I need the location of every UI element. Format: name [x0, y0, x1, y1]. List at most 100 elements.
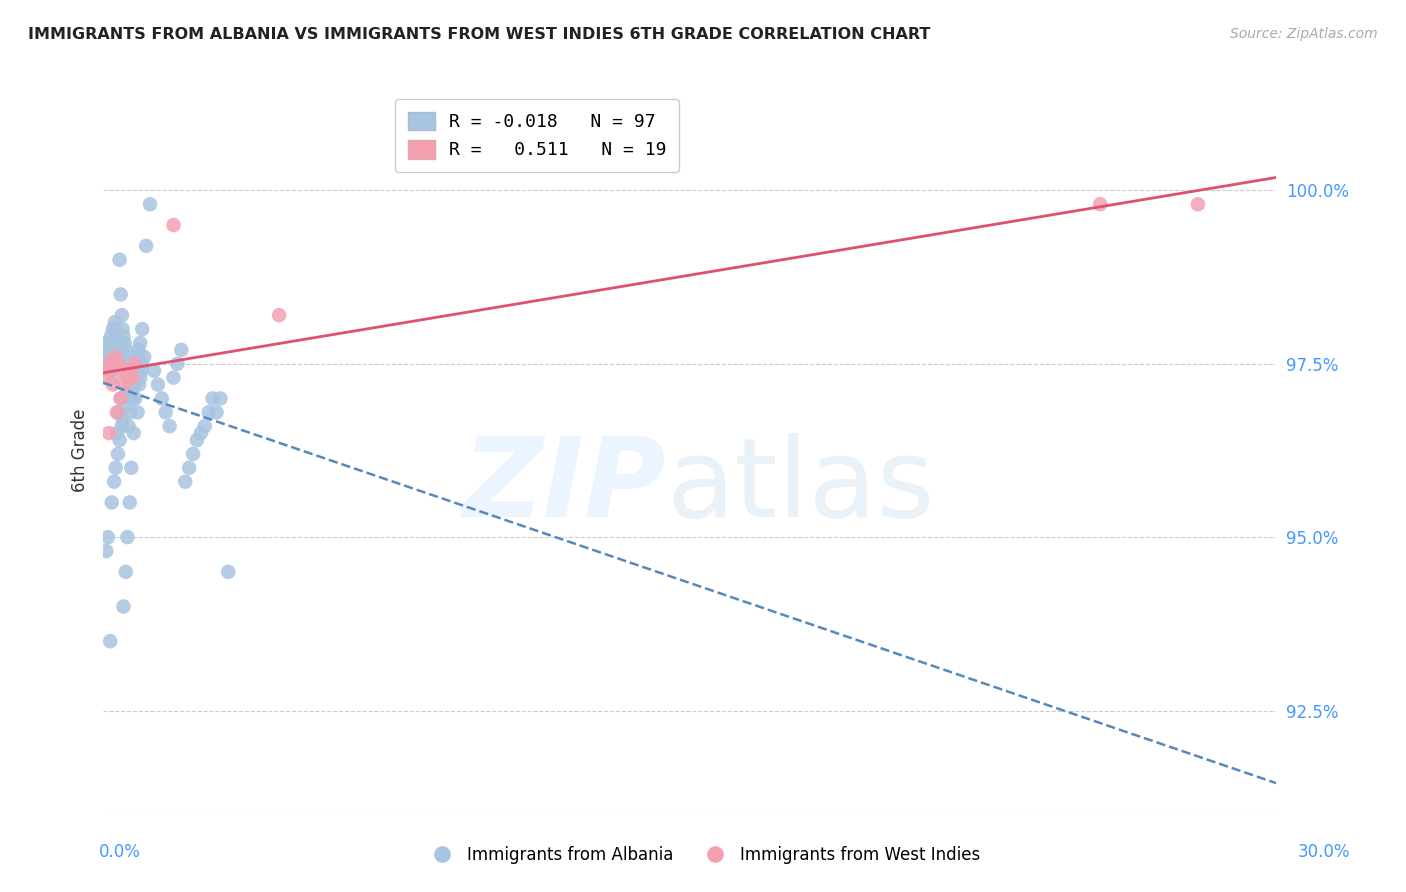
Point [128, 377, 150, 392]
Point [96, 357, 118, 371]
Point [103, 475, 125, 489]
Point [181, 447, 204, 461]
Point [111, 322, 134, 336]
Point [118, 370, 141, 384]
Point [159, 419, 181, 434]
Point [97, 343, 120, 357]
Point [98, 634, 121, 648]
Point [146, 377, 169, 392]
Point [139, 197, 162, 211]
Point [112, 329, 135, 343]
Point [103, 350, 125, 364]
Point [100, 495, 122, 509]
Point [117, 419, 139, 434]
Point [124, 377, 146, 392]
Point [217, 565, 239, 579]
Point [114, 398, 136, 412]
Point [104, 322, 127, 336]
Point [194, 419, 217, 434]
Point [101, 370, 124, 384]
Point [108, 252, 131, 267]
Point [143, 364, 166, 378]
Point [117, 530, 139, 544]
Point [104, 460, 127, 475]
Point [166, 357, 188, 371]
Point [112, 599, 135, 614]
Point [107, 350, 129, 364]
Point [127, 350, 149, 364]
Point [124, 392, 146, 406]
Point [205, 405, 228, 419]
Point [121, 392, 143, 406]
Point [110, 392, 132, 406]
Point [96, 544, 118, 558]
Point [174, 475, 197, 489]
Point [117, 364, 139, 378]
Point [100, 357, 122, 371]
Point [107, 447, 129, 461]
Point [94, 370, 117, 384]
Point [107, 335, 129, 350]
Point [100, 329, 122, 343]
Point [120, 460, 142, 475]
Point [101, 322, 124, 336]
Point [104, 329, 127, 343]
Text: 0.0%: 0.0% [98, 843, 141, 861]
Point [129, 335, 152, 350]
Text: ZIP: ZIP [463, 434, 666, 541]
Point [125, 357, 148, 371]
Point [98, 364, 121, 378]
Point [107, 405, 129, 419]
Point [127, 350, 149, 364]
Point [111, 419, 134, 434]
Point [122, 377, 145, 392]
Text: atlas: atlas [666, 434, 935, 541]
Point [1088, 197, 1111, 211]
Point [96, 357, 118, 371]
Point [122, 426, 145, 441]
Point [120, 384, 142, 399]
Point [201, 392, 224, 406]
Point [186, 433, 208, 447]
Point [135, 239, 157, 253]
Point [101, 377, 124, 392]
Point [114, 335, 136, 350]
Point [120, 377, 142, 392]
Legend: Immigrants from Albania, Immigrants from West Indies: Immigrants from Albania, Immigrants from… [419, 839, 987, 871]
Point [190, 426, 212, 441]
Point [118, 495, 141, 509]
Point [111, 364, 134, 378]
Text: 30.0%: 30.0% [1298, 843, 1350, 861]
Point [131, 357, 153, 371]
Point [267, 308, 290, 322]
Point [114, 377, 136, 392]
Point [115, 350, 138, 364]
Point [162, 370, 184, 384]
Point [179, 460, 201, 475]
Point [114, 343, 136, 357]
Point [110, 392, 132, 406]
Y-axis label: 6th Grade: 6th Grade [72, 409, 89, 492]
Point [150, 392, 173, 406]
Point [96, 335, 118, 350]
Point [110, 287, 132, 301]
Point [127, 405, 149, 419]
Text: IMMIGRANTS FROM ALBANIA VS IMMIGRANTS FROM WEST INDIES 6TH GRADE CORRELATION CHA: IMMIGRANTS FROM ALBANIA VS IMMIGRANTS FR… [28, 27, 931, 42]
Point [115, 370, 138, 384]
Point [98, 426, 121, 441]
Point [131, 364, 153, 378]
Point [124, 370, 146, 384]
Point [115, 384, 138, 399]
Point [124, 357, 146, 371]
Point [117, 357, 139, 371]
Point [98, 350, 121, 364]
Point [100, 335, 122, 350]
Point [125, 364, 148, 378]
Point [209, 392, 232, 406]
Point [104, 350, 127, 364]
Point [105, 343, 128, 357]
Point [105, 426, 128, 441]
Point [100, 364, 122, 378]
Point [162, 218, 184, 232]
Point [111, 412, 134, 426]
